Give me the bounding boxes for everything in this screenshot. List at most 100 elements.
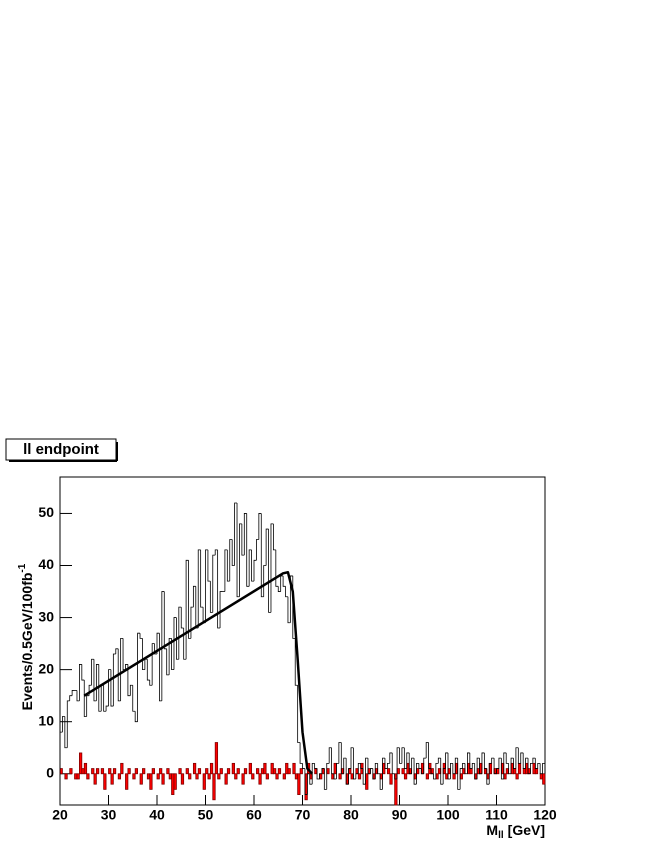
histogram-step bbox=[168, 637, 172, 675]
histogram-step bbox=[396, 747, 400, 779]
histogram-step bbox=[159, 633, 162, 702]
histogram-step bbox=[251, 549, 254, 582]
histogram-step bbox=[328, 747, 332, 764]
histogram-step bbox=[394, 773, 398, 780]
histogram-step bbox=[71, 690, 75, 696]
histogram-step bbox=[142, 638, 145, 671]
histogram-step bbox=[190, 606, 194, 639]
y-tick-label: 50 bbox=[38, 504, 54, 520]
histogram-step bbox=[83, 680, 87, 717]
histogram-step bbox=[459, 768, 463, 790]
histogram-step bbox=[372, 768, 376, 780]
histogram-step bbox=[304, 768, 308, 795]
histogram-step bbox=[117, 648, 121, 702]
histogram-step bbox=[331, 747, 335, 775]
histogram-step bbox=[348, 768, 351, 785]
histogram-step bbox=[205, 549, 208, 623]
histogram-step bbox=[467, 752, 470, 774]
histogram-step bbox=[108, 669, 111, 707]
x-tick-label: 90 bbox=[392, 807, 408, 823]
y-label-sup: -1 bbox=[17, 563, 28, 572]
histogram-step bbox=[256, 539, 259, 561]
histogram-step bbox=[105, 705, 109, 712]
residual-bar bbox=[125, 773, 129, 790]
histogram-step bbox=[231, 539, 235, 566]
histogram-step bbox=[481, 752, 485, 774]
histogram-step bbox=[345, 758, 349, 785]
histogram-step bbox=[299, 742, 303, 764]
histogram-step bbox=[418, 763, 422, 769]
histogram-step bbox=[508, 763, 512, 775]
residual-bar bbox=[542, 773, 546, 785]
histogram-step bbox=[277, 586, 281, 592]
histogram-step bbox=[476, 757, 480, 779]
histogram-step bbox=[525, 757, 529, 769]
histogram-step bbox=[471, 762, 475, 769]
histogram-step bbox=[69, 695, 73, 701]
residual-bar bbox=[117, 773, 122, 780]
histogram-step bbox=[306, 773, 310, 795]
histogram-step bbox=[362, 768, 366, 785]
histogram-step bbox=[513, 758, 516, 769]
histogram-step bbox=[79, 664, 82, 701]
histogram-step bbox=[163, 591, 167, 650]
y-axis-label: Events/0.5GeV/100fb-1 bbox=[17, 563, 35, 710]
residual-bar bbox=[161, 773, 165, 785]
histogram-step bbox=[389, 752, 393, 764]
y-tick-label: 30 bbox=[38, 608, 54, 624]
residual-bar bbox=[513, 768, 517, 775]
histogram-step bbox=[532, 757, 536, 764]
y-tick-label: 10 bbox=[38, 712, 54, 728]
histogram-step bbox=[379, 773, 383, 790]
histogram-step bbox=[229, 539, 233, 582]
histogram-step bbox=[239, 523, 242, 597]
residual-bar bbox=[108, 768, 112, 775]
histogram-step bbox=[469, 752, 473, 769]
histogram-step bbox=[197, 549, 201, 628]
histogram-step bbox=[219, 591, 223, 628]
histogram-step bbox=[491, 757, 495, 764]
histogram-step bbox=[413, 758, 417, 785]
histogram-step bbox=[430, 768, 434, 775]
residual-bar bbox=[156, 773, 160, 780]
histogram-step bbox=[384, 758, 388, 769]
histogram-step bbox=[498, 757, 502, 769]
residual-bar bbox=[287, 768, 291, 775]
residual-bar bbox=[93, 773, 97, 785]
histogram-step bbox=[435, 762, 439, 779]
histogram-step bbox=[454, 757, 458, 774]
x-tick-label: 40 bbox=[149, 807, 165, 823]
histogram-step bbox=[146, 659, 150, 681]
plot-frame bbox=[59, 476, 546, 806]
residual-bar bbox=[212, 773, 216, 801]
histogram-step bbox=[129, 684, 133, 696]
histogram-step bbox=[326, 762, 330, 790]
histogram-step bbox=[178, 606, 182, 660]
histogram-step bbox=[340, 742, 344, 775]
histogram-step bbox=[343, 757, 347, 774]
histogram-step bbox=[258, 513, 262, 540]
residual-bar bbox=[134, 768, 139, 775]
histogram-step bbox=[464, 763, 468, 775]
histogram-step bbox=[86, 695, 90, 717]
residual-bar bbox=[299, 768, 303, 775]
residual-bar bbox=[214, 742, 219, 775]
residual-bar bbox=[251, 773, 255, 780]
x-tick-label: 50 bbox=[198, 807, 214, 823]
residual-bar bbox=[64, 773, 68, 780]
histogram-step bbox=[503, 752, 507, 779]
histogram-step bbox=[321, 768, 325, 774]
histogram-step bbox=[457, 758, 461, 790]
x-label-sub: ll bbox=[498, 830, 504, 841]
histogram-step bbox=[309, 773, 313, 785]
histogram-step bbox=[226, 549, 230, 582]
histogram-step bbox=[500, 758, 504, 780]
histogram-step bbox=[246, 513, 250, 587]
residual-bar bbox=[265, 773, 269, 780]
histogram-step bbox=[161, 591, 165, 701]
residual-bar bbox=[195, 773, 199, 780]
histogram-step bbox=[110, 669, 114, 707]
histogram-step bbox=[132, 685, 136, 712]
residual-bar bbox=[248, 762, 252, 775]
residual-bar bbox=[243, 768, 248, 775]
